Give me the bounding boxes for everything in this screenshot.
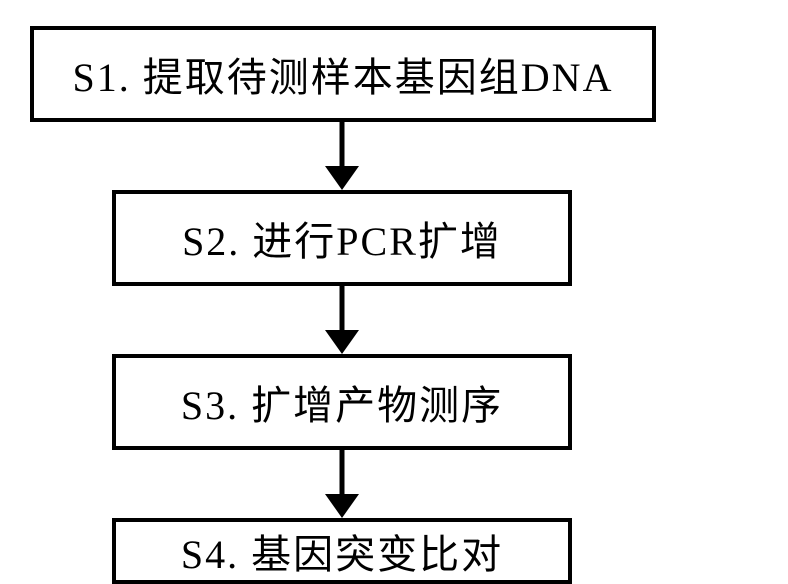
flowchart-edge-s1-s2 bbox=[323, 122, 361, 190]
flowchart-node-s3: S3. 扩增产物测序 bbox=[112, 354, 572, 450]
flowchart-node-s2: S2. 进行PCR扩增 bbox=[112, 190, 572, 286]
flowchart-edge-s3-s4 bbox=[323, 450, 361, 518]
flowchart-node-s1-label: S1. 提取待测样本基因组DNA bbox=[73, 45, 614, 103]
flowchart-node-s1: S1. 提取待测样本基因组DNA bbox=[30, 26, 656, 122]
flowchart-node-s3-label: S3. 扩增产物测序 bbox=[181, 373, 503, 431]
flowchart-canvas: S1. 提取待测样本基因组DNA S2. 进行PCR扩增 S3. 扩增产物测序 … bbox=[0, 0, 788, 584]
flowchart-node-s4: S4. 基因突变比对 bbox=[112, 518, 572, 584]
flowchart-edge-s2-s3 bbox=[323, 286, 361, 354]
flowchart-node-s4-label: S4. 基因突变比对 bbox=[181, 522, 503, 580]
flowchart-node-s2-label: S2. 进行PCR扩增 bbox=[182, 209, 502, 267]
